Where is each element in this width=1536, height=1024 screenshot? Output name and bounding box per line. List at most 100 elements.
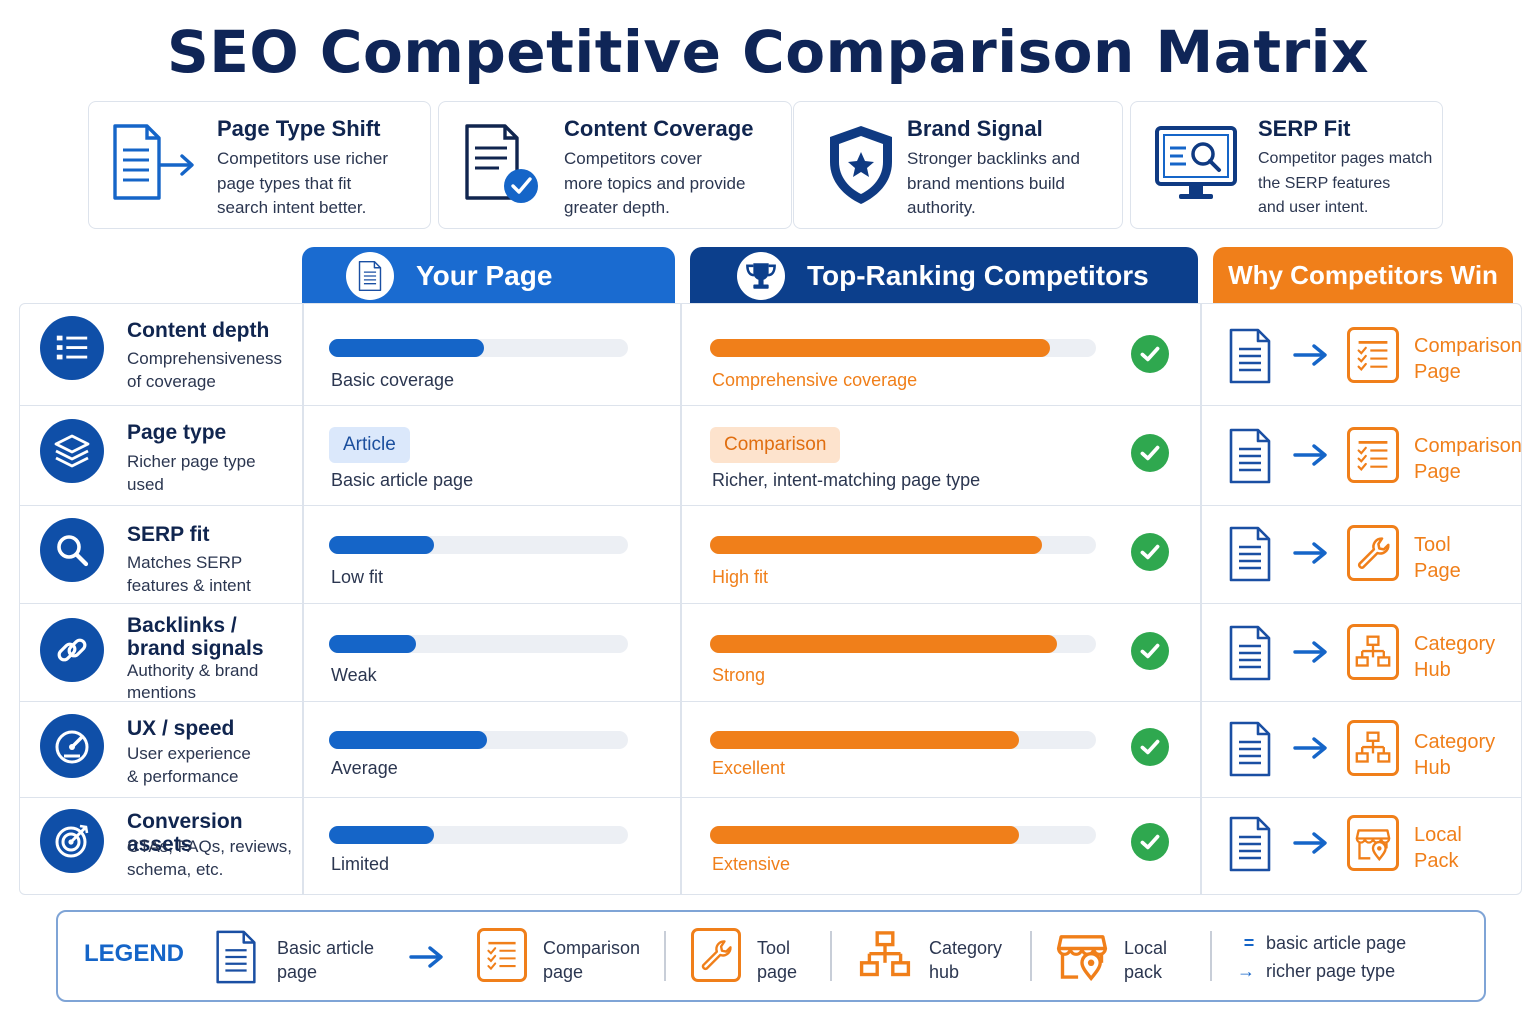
legend-divider <box>830 931 832 981</box>
comparison-page-icon <box>1347 427 1399 483</box>
your-page-bar-fill <box>329 731 488 749</box>
document-icon <box>1228 525 1272 583</box>
hierarchy-icon <box>1347 720 1399 776</box>
column-header-your-page: Your Page <box>302 247 675 304</box>
row-divider <box>19 405 1522 406</box>
arrow-right-icon <box>409 945 445 969</box>
hierarchy-icon <box>1347 624 1399 680</box>
your-page-bar <box>329 536 628 554</box>
card-content-coverage: Content Coverage Competitors cover more t… <box>438 101 792 229</box>
card-serp-fit: SERP Fit Competitor pages match the SERP … <box>1130 101 1443 229</box>
card-title: Page Type Shift <box>217 116 381 141</box>
row-divider <box>19 505 1522 506</box>
wrench-icon <box>691 928 741 982</box>
metric-name: UX / speed <box>127 717 235 740</box>
competitor-bar-fill <box>710 635 1058 653</box>
metric-name: Conversion assets <box>127 810 243 856</box>
card-desc: Competitors use richer page types that fi… <box>217 149 389 217</box>
metric-desc: User experience & performance <box>127 744 251 786</box>
storefront-pin-icon <box>1056 927 1108 983</box>
legend-item-label: Category hub <box>929 938 1003 982</box>
wrench-icon <box>1347 525 1399 581</box>
comparison-matrix <box>19 303 1522 895</box>
arrow-right-icon <box>1293 736 1329 760</box>
competitor-rating: Richer, intent-matching page type <box>712 470 981 490</box>
layers-icon <box>40 419 104 483</box>
column-header-why-competitors-win: Why Competitors Win <box>1213 247 1513 304</box>
document-icon <box>346 251 394 300</box>
column-header-label: Your Page <box>416 259 553 291</box>
competitor-bar-fill <box>710 536 1042 554</box>
arrow-right-icon <box>1293 343 1329 367</box>
legend-key-symbol: → <box>1237 961 1255 981</box>
document-icon <box>1228 427 1272 485</box>
check-icon <box>1131 533 1169 571</box>
legend-divider <box>664 931 666 981</box>
competitor-rating: Extensive <box>712 854 791 874</box>
monitor-search-icon <box>1155 126 1237 199</box>
document-arrow-icon <box>113 124 194 200</box>
metric-name: Content depth <box>127 319 270 342</box>
legend <box>56 910 1486 1002</box>
why-label: Category Hub <box>1414 731 1496 779</box>
why-label: Local Pack <box>1414 824 1462 872</box>
competitor-bar-fill <box>710 826 1019 844</box>
document-icon <box>1228 815 1272 873</box>
document-icon <box>214 929 258 985</box>
metric-name: Page type <box>127 421 227 444</box>
your-page-bar <box>329 635 628 653</box>
check-icon <box>1131 728 1169 766</box>
arrow-right-icon <box>1293 541 1329 565</box>
legend-item-label: Basic article page <box>277 938 375 982</box>
check-icon <box>1131 632 1169 670</box>
page-type-badge: Comparison <box>710 427 841 463</box>
column-header-label: Why Competitors Win <box>1228 260 1498 290</box>
competitor-bar-fill <box>710 731 1019 749</box>
legend-item-label: Tool page <box>757 938 798 982</box>
metric-desc: Authority & brand mentions <box>127 661 259 702</box>
target-icon <box>40 809 104 873</box>
your-page-bar-fill <box>329 339 485 357</box>
your-page-bar-fill <box>329 826 434 844</box>
competitor-rating: Excellent <box>712 758 786 778</box>
card-title: Brand Signal <box>907 116 1043 141</box>
page-type-badge: Article <box>329 427 410 463</box>
your-page-rating: Basic coverage <box>331 370 455 390</box>
card-brand-signal: Brand Signal Stronger backlinks and brand… <box>793 101 1123 229</box>
card-title: SERP Fit <box>1258 116 1351 141</box>
metric-desc: Matches SERP features & intent <box>127 553 251 595</box>
check-icon <box>1131 823 1169 861</box>
column-divider <box>302 303 304 895</box>
metric-desc: CTAs, FAQs, reviews, schema, etc. <box>127 837 292 879</box>
comparison-page-icon <box>477 928 527 982</box>
your-page-rating: Weak <box>331 665 377 685</box>
legend-item-label: Local pack <box>1124 938 1168 982</box>
competitor-rating: Strong <box>712 665 766 685</box>
your-page-rating: Basic article page <box>331 470 474 490</box>
competitor-bar <box>710 339 1096 357</box>
metric-desc: Comprehensiveness of coverage <box>127 349 282 391</box>
column-header-competitors: Top-Ranking Competitors <box>690 247 1198 304</box>
document-check-icon <box>465 124 538 203</box>
competitor-bar <box>710 826 1096 844</box>
card-desc: Competitor pages match the SERP features a… <box>1258 150 1433 216</box>
row-divider <box>19 701 1522 702</box>
row-divider <box>19 603 1522 604</box>
comparison-page-icon <box>1347 327 1399 383</box>
competitor-rating: Comprehensive coverage <box>712 370 918 390</box>
check-icon <box>1131 335 1169 373</box>
legend-key-text: richer page type <box>1266 961 1396 981</box>
card-title: Content Coverage <box>564 116 754 141</box>
why-label: Comparison Page <box>1414 435 1522 483</box>
your-page-bar <box>329 826 628 844</box>
why-label: Comparison Page <box>1414 335 1522 383</box>
competitor-rating: High fit <box>712 567 769 587</box>
legend-divider <box>1210 931 1212 981</box>
storefront-pin-icon <box>1347 815 1399 871</box>
trophy-icon <box>737 251 785 300</box>
metric-desc: Richer page type used <box>127 452 256 494</box>
row-divider <box>19 797 1522 798</box>
arrow-right-icon <box>1293 640 1329 664</box>
competitor-bar-fill <box>710 339 1050 357</box>
competitor-bar <box>710 536 1096 554</box>
